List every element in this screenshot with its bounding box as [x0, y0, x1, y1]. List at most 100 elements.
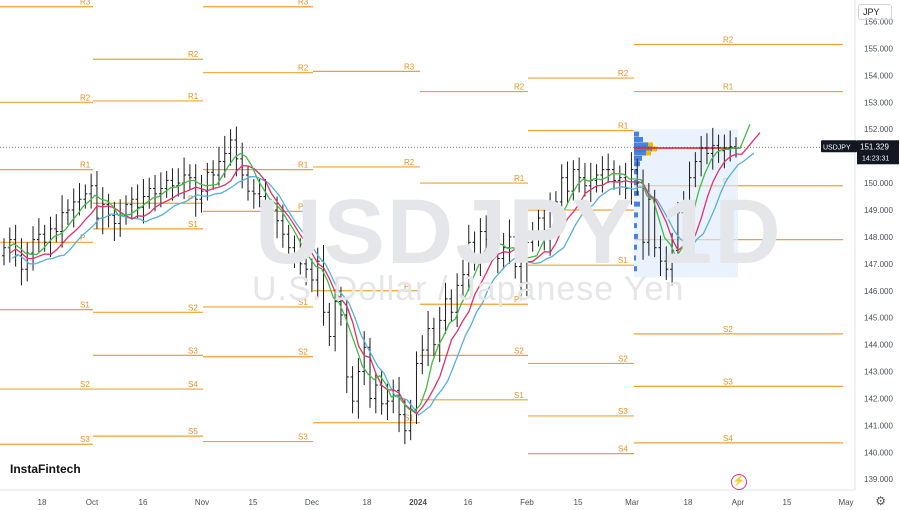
volume-profile-highlight: [646, 150, 651, 156]
pivot-label: R2: [298, 64, 309, 73]
volume-profile-bar: [634, 266, 637, 272]
volume-profile-bar: [634, 180, 637, 186]
pivot-label: S2: [80, 380, 90, 389]
ma-slow-line: [11, 152, 755, 416]
pivot-label: R3: [80, 0, 91, 7]
pivot-label: R1: [514, 174, 525, 183]
volume-profile-highlight: [648, 142, 653, 148]
pivot-label: S2: [188, 303, 198, 312]
time-tick-label: Dec: [305, 498, 319, 507]
pivot-label: P: [80, 233, 85, 242]
pivot-label: S1: [404, 414, 414, 423]
volume-profile-bar: [634, 169, 638, 175]
pivot-label: S3: [618, 407, 628, 416]
pivot-label: S1: [514, 391, 524, 400]
pivot-label: S4: [723, 434, 733, 443]
time-tick-label: 18: [684, 498, 693, 507]
volume-profile-bar: [634, 137, 643, 142]
pivot-label: S4: [618, 445, 628, 454]
ma-fast-line: [7, 123, 751, 412]
time-tick-label: May: [838, 498, 853, 507]
price-tick-label: 152.000: [864, 125, 893, 134]
pivot-label: R2: [723, 35, 734, 44]
pivot-label: S5: [188, 427, 198, 436]
price-tick-label: 153.000: [864, 98, 893, 107]
price-tick-label: 155.000: [864, 44, 893, 53]
volume-profile-bar: [634, 142, 648, 148]
price-tag-countdown: 14:23:31: [862, 155, 889, 162]
time-tick-label: 18: [363, 498, 372, 507]
volume-profile-bar: [634, 131, 639, 137]
time-tick-label: 18: [38, 498, 47, 507]
pivot-label: R2: [618, 69, 629, 78]
pivot-label: S2: [514, 346, 524, 355]
volume-profile-highlight: [652, 146, 657, 152]
price-tick-label: 147.000: [864, 260, 893, 269]
price-tick-label: 148.000: [864, 233, 893, 242]
time-tick-label: Feb: [520, 498, 534, 507]
currency-selector[interactable]: JPY: [858, 4, 892, 20]
price-tick-label: 145.000: [864, 314, 893, 323]
volume-profile-bar: [634, 244, 637, 250]
pivot-label: S3: [188, 346, 198, 355]
pivot-label: P: [618, 201, 623, 210]
brand-logo: InstaFintech: [10, 462, 81, 476]
price-tag-value: 151.329: [860, 142, 889, 151]
volume-profile-area: [634, 129, 738, 278]
time-tick-label: 2024: [409, 498, 427, 507]
price-tag-bg: [857, 140, 899, 165]
symbol-tag-bg: [821, 140, 857, 153]
pivot-label: S1: [188, 220, 198, 229]
pivot-label: R2: [80, 93, 91, 102]
price-tick-label: 143.000: [864, 368, 893, 377]
time-tick-label: Oct: [86, 498, 99, 507]
price-tick-label: 141.000: [864, 421, 893, 430]
time-tick-label: 15: [249, 498, 258, 507]
pivot-label: R3: [404, 62, 415, 71]
time-tick-label: 16: [464, 498, 473, 507]
lightning-icon[interactable]: ⚡: [731, 474, 747, 490]
price-tick-label: 149.000: [864, 206, 893, 215]
pivot-label: R2: [404, 158, 415, 167]
volume-profile-bar: [634, 155, 642, 161]
price-tick-label: 156.000: [864, 18, 893, 27]
time-tick-label: Apr: [732, 498, 745, 507]
pivot-label: R2: [188, 50, 199, 59]
pivot-label: S3: [80, 435, 90, 444]
price-tick-label: 154.000: [864, 71, 893, 80]
pivot-label: R1: [723, 83, 734, 92]
pivot-label: R3: [298, 0, 309, 7]
volume-profile-bar: [634, 212, 638, 218]
volume-profile-bar: [634, 201, 640, 207]
pivot-label: P: [514, 295, 519, 304]
pivot-label: S1: [298, 298, 308, 307]
price-tick-label: 139.000: [864, 475, 893, 484]
pivot-label: R1: [188, 92, 199, 101]
volume-profile-bar: [634, 255, 636, 261]
currency-label: JPY: [863, 7, 880, 17]
pivot-label: R1: [80, 161, 91, 170]
ma-mid-line: [9, 132, 761, 415]
pivot-label: S3: [298, 433, 308, 442]
pivot-label: S2: [298, 348, 308, 357]
time-tick-label: 15: [783, 498, 792, 507]
price-tick-label: 142.000: [864, 394, 893, 403]
pivot-label: S2: [723, 325, 733, 334]
pivot-label: S3: [723, 377, 733, 386]
time-tick-label: 15: [574, 498, 583, 507]
settings-gear-icon[interactable]: ⚙: [875, 494, 886, 508]
pivot-label: S2: [618, 354, 628, 363]
pivot-label: P: [404, 282, 409, 291]
time-tick-label: Mar: [625, 498, 639, 507]
volume-profile-bar: [634, 146, 652, 152]
price-tick-label: 150.000: [864, 179, 893, 188]
price-tick-label: 146.000: [864, 287, 893, 296]
price-tick-label: 140.000: [864, 448, 893, 457]
volume-profile-bar: [634, 190, 639, 196]
volume-profile-bar: [634, 223, 637, 229]
symbol-tag-label: USDJPY: [823, 144, 851, 151]
pivot-label: S1: [80, 301, 90, 310]
pivot-label: P: [298, 202, 303, 211]
